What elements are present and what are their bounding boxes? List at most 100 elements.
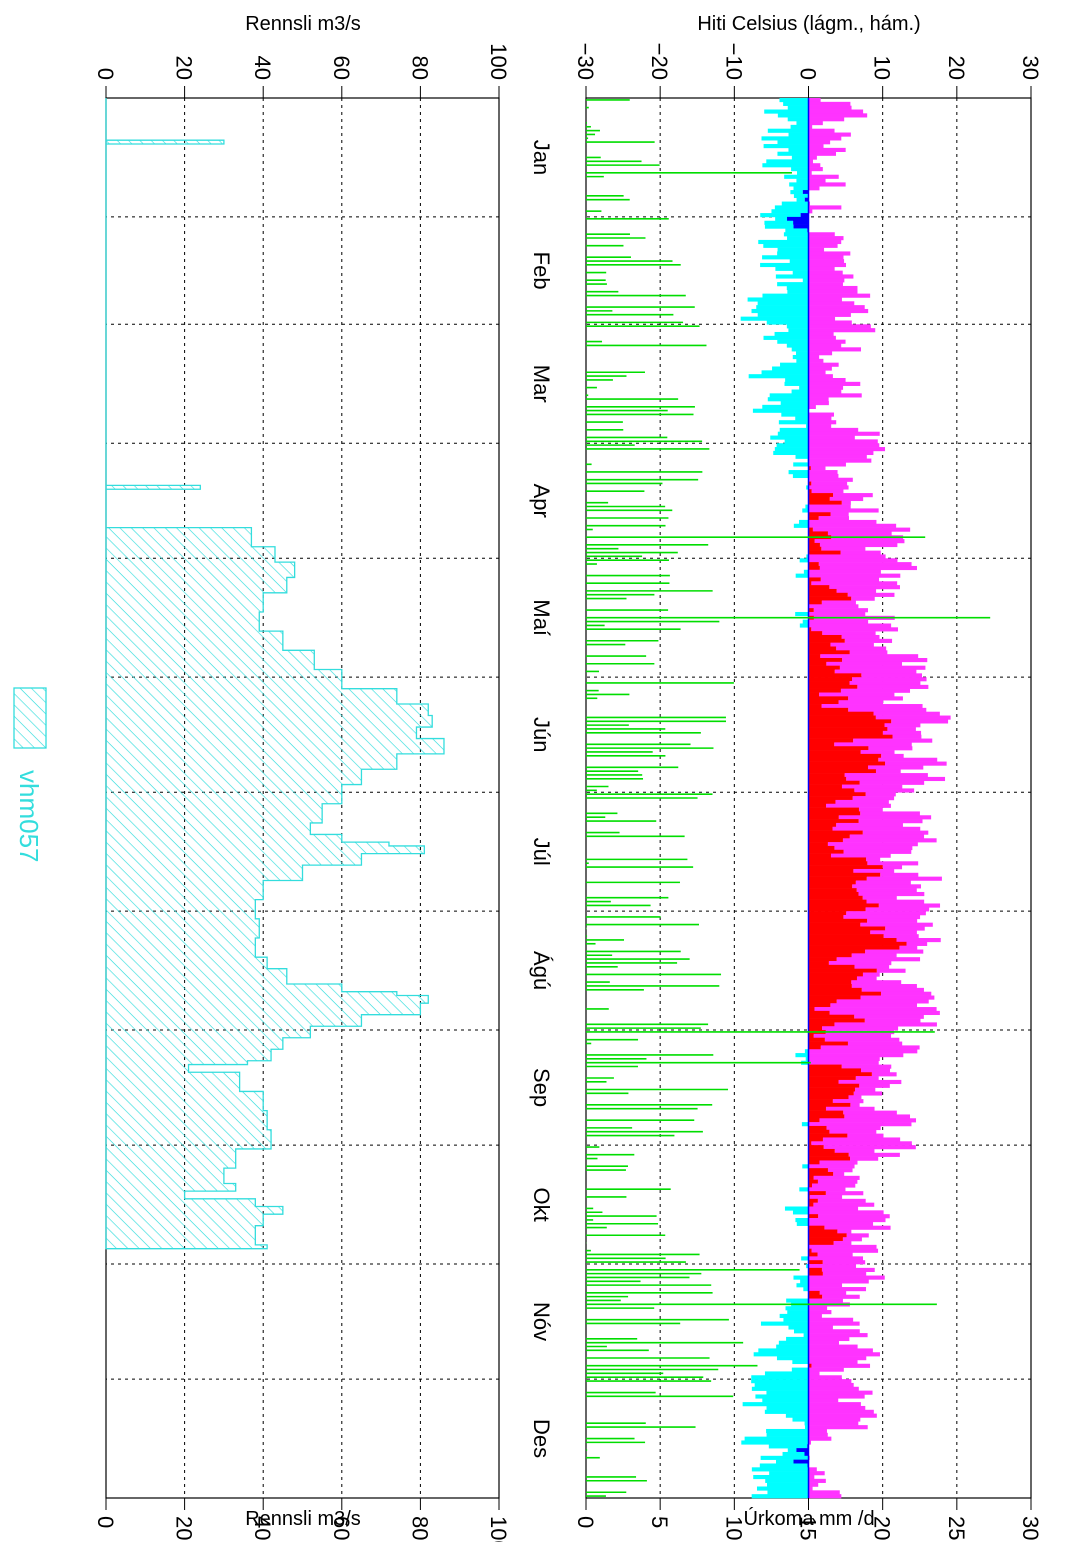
max-temp-bar	[809, 554, 886, 558]
min-temp-neg-bar	[763, 244, 808, 248]
min-temp-bar	[809, 1111, 844, 1115]
month-label: Jún	[529, 717, 554, 752]
min-temp-bar	[809, 531, 828, 535]
min-temp-bar	[809, 946, 900, 950]
min-temp-bar	[809, 1233, 847, 1237]
min-temp-bar	[809, 831, 863, 835]
min-temp-bar	[809, 838, 843, 842]
min-temp-bar	[809, 696, 849, 700]
min-temp-bar	[809, 712, 874, 716]
max-temp-bar	[859, 1084, 890, 1088]
max-temp-bar	[877, 969, 906, 973]
min-temp-bar	[809, 815, 839, 819]
max-temp-bar	[865, 1019, 921, 1023]
max-temp-bar	[822, 631, 875, 635]
min-temp-neg-bar	[785, 228, 807, 232]
min-temp-bar	[809, 846, 835, 850]
min-temp-neg-bar	[749, 374, 809, 378]
max-temp-bar	[842, 1065, 892, 1069]
discharge-tick-label: 40	[250, 56, 275, 80]
max-temp-bar	[809, 558, 898, 562]
max-temp-bar	[818, 1214, 890, 1218]
min-temp-bar	[809, 593, 848, 597]
min-temp-bar	[809, 792, 866, 796]
max-temp-bar	[841, 689, 910, 693]
max-temp-bar	[809, 1187, 846, 1191]
max-temp-bar	[809, 1371, 820, 1375]
max-temp-bar	[861, 673, 922, 677]
max-temp-bar	[809, 1421, 859, 1425]
max-temp-bar	[852, 884, 921, 888]
min-temp-neg-bar	[767, 1433, 809, 1437]
min-temp-bar	[809, 497, 830, 501]
max-temp-bar	[809, 274, 854, 278]
min-temp-bar	[809, 934, 884, 938]
max-temp-bar	[809, 267, 835, 271]
min-temp-neg-bar	[792, 1417, 808, 1421]
min-temp-bar	[809, 1003, 831, 1007]
min-temp-neg-bar	[803, 278, 809, 282]
discharge-y-axis-label: Rennsli m3/s	[245, 13, 361, 35]
max-temp-bar	[820, 566, 917, 570]
min-temp-neg-bar	[779, 420, 809, 424]
min-temp-bar	[809, 873, 881, 877]
min-temp-neg-bar	[777, 282, 808, 286]
min-temp-bar	[809, 493, 834, 497]
min-temp-bar	[809, 1076, 856, 1080]
max-temp-bar	[883, 731, 921, 735]
min-temp-bar	[809, 1180, 818, 1184]
min-temp-neg-bar	[767, 320, 809, 324]
min-temp-bar	[809, 915, 844, 919]
min-temp-bar	[809, 735, 893, 739]
min-temp-bar	[809, 1153, 849, 1157]
min-temp-neg-bar	[757, 1486, 809, 1490]
min-temp-neg-bar	[799, 386, 808, 390]
min-temp-neg-bar	[787, 286, 809, 290]
max-temp-bar	[857, 976, 877, 980]
max-temp-bar	[809, 106, 852, 110]
max-temp-bar	[839, 700, 884, 704]
max-temp-bar	[811, 1141, 912, 1145]
max-temp-bar	[854, 788, 914, 792]
max-temp-bar	[867, 919, 917, 923]
max-temp-bar	[809, 1387, 859, 1391]
min-temp-neg-bar	[777, 340, 808, 344]
min-temp-bar	[809, 693, 820, 697]
max-temp-bar	[809, 1218, 886, 1222]
max-temp-bar	[809, 378, 846, 382]
max-temp-bar	[809, 133, 851, 137]
min-temp-bar	[809, 589, 837, 593]
max-temp-bar	[814, 1176, 860, 1180]
min-temp-bar	[809, 877, 867, 881]
max-temp-bar	[809, 1398, 839, 1402]
max-temp-bar	[809, 1318, 854, 1322]
max-temp-bar	[809, 1341, 839, 1345]
max-temp-bar	[819, 516, 849, 520]
max-temp-bar	[842, 658, 927, 662]
min-temp-neg-bar	[795, 416, 808, 420]
min-temp-bar	[809, 1230, 838, 1234]
min-temp-bar	[809, 1065, 842, 1069]
max-temp-bar	[809, 355, 820, 359]
max-temp-bar	[863, 973, 880, 977]
min-temp-neg-bar	[751, 1379, 808, 1383]
max-temp-bar	[809, 455, 867, 459]
max-temp-bar	[848, 1042, 902, 1046]
max-temp-bar	[809, 1417, 861, 1421]
min-temp-neg-bar	[784, 175, 808, 179]
min-temp-bar	[809, 719, 892, 723]
min-temp-neg-bar	[770, 393, 809, 397]
min-temp-bar	[809, 1130, 830, 1134]
max-temp-bar	[809, 1345, 858, 1349]
min-temp-neg-bar	[777, 152, 808, 156]
min-temp-bar	[809, 739, 854, 743]
min-temp-bar	[809, 1045, 821, 1049]
max-temp-bar	[809, 1306, 828, 1310]
min-temp-neg-bar	[800, 558, 809, 562]
max-temp-bar	[844, 1114, 910, 1118]
min-temp-neg-bar	[766, 1429, 808, 1433]
min-temp-bar	[809, 577, 821, 581]
min-temp-neg-bar	[761, 1322, 809, 1326]
max-temp-bar	[814, 1034, 891, 1038]
